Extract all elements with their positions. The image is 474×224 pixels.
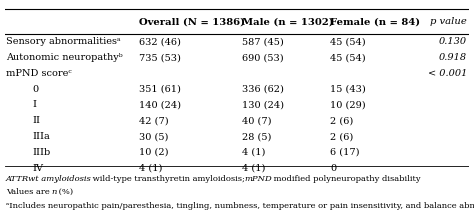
Text: 28 (5): 28 (5) xyxy=(242,132,271,141)
Text: 130 (24): 130 (24) xyxy=(242,101,283,110)
Text: 45 (54): 45 (54) xyxy=(330,53,365,62)
Text: 4 (1): 4 (1) xyxy=(242,148,265,157)
Text: wild-type transthyretin amyloidosis;: wild-type transthyretin amyloidosis; xyxy=(90,174,247,183)
Text: 4 (1): 4 (1) xyxy=(242,164,265,173)
Text: < 0.001: < 0.001 xyxy=(428,69,467,78)
Text: 30 (5): 30 (5) xyxy=(139,132,169,141)
Text: (%): (%) xyxy=(56,188,73,196)
Text: 336 (62): 336 (62) xyxy=(242,85,283,94)
Text: 690 (53): 690 (53) xyxy=(242,53,283,62)
Text: 2 (6): 2 (6) xyxy=(330,116,353,125)
Text: Overall (N = 1386): Overall (N = 1386) xyxy=(139,17,246,26)
Text: 45 (54): 45 (54) xyxy=(330,37,365,46)
Text: 0.130: 0.130 xyxy=(439,37,467,46)
Text: 632 (46): 632 (46) xyxy=(139,37,182,46)
Text: Sensory abnormalitiesᵃ: Sensory abnormalitiesᵃ xyxy=(6,37,120,46)
Text: Female (n = 84): Female (n = 84) xyxy=(330,17,420,26)
Text: 587 (45): 587 (45) xyxy=(242,37,283,46)
Text: 15 (43): 15 (43) xyxy=(330,85,365,94)
Text: Male (n = 1302): Male (n = 1302) xyxy=(242,17,333,26)
Text: 2 (6): 2 (6) xyxy=(330,132,353,141)
Text: n: n xyxy=(51,188,56,196)
Text: IV: IV xyxy=(33,164,44,173)
Text: IIIa: IIIa xyxy=(33,132,50,141)
Text: 42 (7): 42 (7) xyxy=(139,116,169,125)
Text: modified polyneuropathy disability: modified polyneuropathy disability xyxy=(271,174,421,183)
Text: 10 (2): 10 (2) xyxy=(139,148,169,157)
Text: p value: p value xyxy=(430,17,467,26)
Text: IIIb: IIIb xyxy=(33,148,51,157)
Text: 140 (24): 140 (24) xyxy=(139,101,182,110)
Text: 4 (1): 4 (1) xyxy=(139,164,163,173)
Text: mPND: mPND xyxy=(244,174,272,183)
Text: 351 (61): 351 (61) xyxy=(139,85,182,94)
Text: 735 (53): 735 (53) xyxy=(139,53,182,62)
Text: II: II xyxy=(33,116,41,125)
Text: 10 (29): 10 (29) xyxy=(330,101,365,110)
Text: 6 (17): 6 (17) xyxy=(330,148,359,157)
Text: 0: 0 xyxy=(33,85,39,94)
Text: ᵃIncludes neuropathic pain/paresthesia, tingling, numbness, temperature or pain : ᵃIncludes neuropathic pain/paresthesia, … xyxy=(6,202,474,210)
Text: Autonomic neuropathyᵇ: Autonomic neuropathyᵇ xyxy=(6,53,122,62)
Text: 0.918: 0.918 xyxy=(439,53,467,62)
Text: ATTRwt amyloidosis: ATTRwt amyloidosis xyxy=(6,174,91,183)
Text: Values are: Values are xyxy=(6,188,52,196)
Text: I: I xyxy=(33,101,36,110)
Text: 40 (7): 40 (7) xyxy=(242,116,271,125)
Text: 0: 0 xyxy=(330,164,336,173)
Text: mPND scoreᶜ: mPND scoreᶜ xyxy=(6,69,72,78)
